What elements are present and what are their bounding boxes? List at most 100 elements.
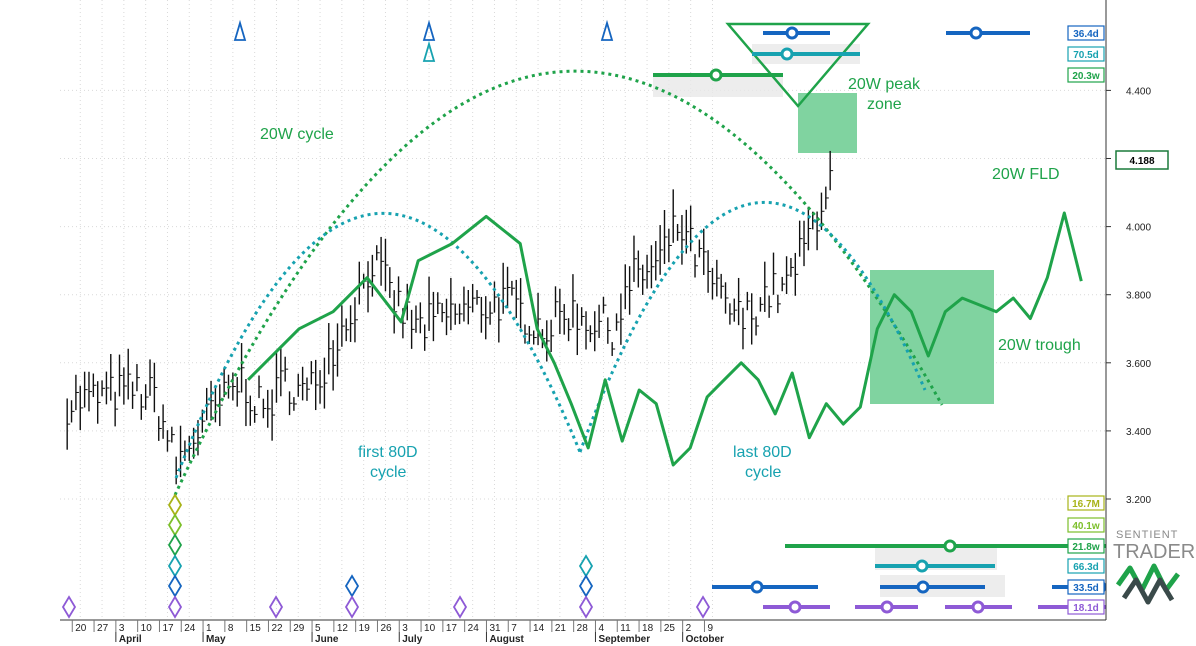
cycle-badge-label: 21.8w xyxy=(1072,542,1099,553)
cycle-badge-label: 70.5d xyxy=(1073,50,1099,61)
annotation-last-80d-cycle: last 80D cycle xyxy=(733,444,792,481)
cycle-badge xyxy=(1067,599,1105,615)
cycle-badge-label: 66.3d xyxy=(1073,562,1099,573)
cycle-peak-marker-icon xyxy=(600,19,614,41)
last-price-value: 4.188 xyxy=(1129,156,1154,167)
cycle-range-center xyxy=(943,539,957,553)
x-tick-label: 25 xyxy=(664,623,676,634)
cycle-trough-marker-icon xyxy=(167,595,183,619)
x-tick-label: 5 xyxy=(315,623,321,634)
cycle-range-center xyxy=(916,580,930,594)
x-tick-label: 7 xyxy=(511,623,517,634)
cycle-range-center xyxy=(788,600,802,614)
annotation-20w-fld: 20W FLD xyxy=(992,166,1060,183)
cycle-badge-label: 36.4d xyxy=(1073,29,1099,40)
cycle-badge xyxy=(1067,495,1105,511)
y-tick-label: 3.400 xyxy=(1126,427,1151,438)
logo-wave-icon-dark xyxy=(1121,577,1175,605)
fld-layer xyxy=(247,211,1083,467)
cycle-trough-marker-icon xyxy=(268,595,284,619)
x-tick-label: 28 xyxy=(577,623,589,634)
annotation-first-80d-cycle: first 80D cycle xyxy=(358,444,418,481)
cycle-trough-marker-icon xyxy=(167,554,183,578)
cycle-badge-label: 16.7M xyxy=(1072,499,1100,510)
annotation-20w-cycle: 20W cycle xyxy=(260,126,334,143)
y-tick-label: 3.800 xyxy=(1126,291,1151,302)
x-tick-label: 18 xyxy=(642,623,654,634)
cycle-arcs xyxy=(173,69,944,496)
cycle-badge-label: 18.1d xyxy=(1073,603,1099,614)
x-tick-label: 2 xyxy=(686,623,692,634)
cycle-badge-label: 33.5d xyxy=(1073,583,1099,594)
cycle-badge xyxy=(1067,46,1105,62)
price-bars xyxy=(66,150,834,485)
x-tick-label: 3 xyxy=(119,623,125,634)
x-tick-label: 17 xyxy=(162,623,174,634)
cycle-range-center xyxy=(915,559,929,573)
x-tick-label: 15 xyxy=(250,623,262,634)
cycle-badge xyxy=(1067,25,1105,41)
cycle-peak-marker-icon xyxy=(422,40,436,62)
x-tick-label: 26 xyxy=(380,623,392,634)
y-tick-label: 3.600 xyxy=(1126,359,1151,370)
fld-line xyxy=(247,211,1083,467)
month-label: July xyxy=(402,634,422,645)
month-label: May xyxy=(206,634,226,645)
cycle-badge xyxy=(1067,538,1105,554)
logo-line2: TRADER xyxy=(1113,541,1195,563)
time-axis: 20 27 3 10 17 24 1 8 15 22 29 5 12 19 26 3 10 17 24 31 7 14 21… xyxy=(71,620,724,645)
month-label: June xyxy=(315,634,339,645)
month-label: April xyxy=(119,634,142,645)
cycle-range-center xyxy=(709,68,723,82)
annotation-20w-peak-zone-line1: 20W peak zone xyxy=(848,76,921,113)
x-tick-label: 31 xyxy=(489,623,501,634)
y-tick-label: 4.400 xyxy=(1126,86,1151,97)
month-label: October xyxy=(686,634,724,645)
cycle-trough-marker-icon xyxy=(344,595,360,619)
trough-zone-box xyxy=(870,270,994,404)
x-tick-label: 12 xyxy=(337,623,349,634)
cycle-badge xyxy=(1067,67,1105,83)
cycle-range-center xyxy=(969,26,983,40)
x-tick-label: 9 xyxy=(707,623,713,634)
month-label: August xyxy=(489,634,524,645)
x-tick-label: 20 xyxy=(75,623,87,634)
x-tick-label: 10 xyxy=(424,623,436,634)
cycle-badges: 36.4d 70.5d 20.3w 16.7M 40.1w 21.8w 66.3d 33.5d… xyxy=(1067,25,1105,615)
cycle-range-center xyxy=(750,580,764,594)
cycle-trough-marker-icon xyxy=(695,595,711,619)
x-tick-label: 1 xyxy=(206,623,212,634)
cycle-peak-marker-icon xyxy=(233,19,247,41)
x-tick-label: 21 xyxy=(555,623,567,634)
cycle-badge-label: 20.3w xyxy=(1072,71,1099,82)
cycle-badge-label: 40.1w xyxy=(1072,521,1099,532)
x-tick-label: 3 xyxy=(402,623,408,634)
cycle-range-center xyxy=(780,47,794,61)
cycle-badge xyxy=(1067,558,1105,574)
range-shade xyxy=(653,75,783,97)
cycle-peak-marker-icon xyxy=(422,19,436,41)
cycle-trough-marker-icon xyxy=(61,595,77,619)
month-label: September xyxy=(598,634,650,645)
x-tick-label: 27 xyxy=(97,623,109,634)
cycle-trough-marker-icon xyxy=(167,493,183,517)
x-tick-label: 24 xyxy=(468,623,480,634)
x-tick-label: 19 xyxy=(359,623,371,634)
cycle-trough-marker-icon xyxy=(167,574,183,598)
x-tick-label: 4 xyxy=(598,623,604,634)
x-tick-label: 22 xyxy=(271,623,283,634)
cycle-trough-marker-icon xyxy=(167,533,183,557)
last-price-badge: 4.188 xyxy=(1115,150,1169,170)
cycle-trough-marker-icon xyxy=(452,595,468,619)
cycle-markers xyxy=(61,19,711,619)
cycle-trough-marker-icon xyxy=(578,595,594,619)
cycle-trough-marker-icon xyxy=(167,513,183,537)
sentient-trader-logo: SENTIENT TRADER xyxy=(1113,529,1195,605)
x-tick-label: 24 xyxy=(184,623,196,634)
cycle-trough-marker-icon xyxy=(344,574,360,598)
y-tick-label: 3.200 xyxy=(1126,495,1151,506)
cycle-range-center xyxy=(880,600,894,614)
y-tick-label: 4.000 xyxy=(1126,223,1151,234)
